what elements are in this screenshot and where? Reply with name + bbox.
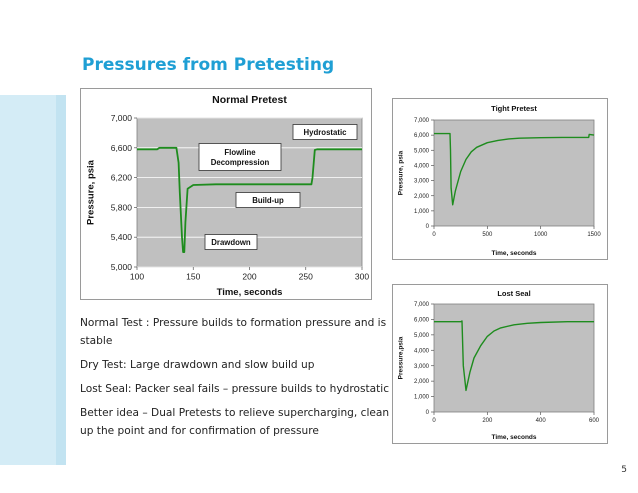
normal-annotation-box — [198, 143, 282, 171]
tight-x-tick-label: 1000 — [534, 232, 548, 238]
chart-tight-pretest: 0 1,000 2,000 3,000 4,000 5,000 6,000 7,000 0 500… — [392, 98, 608, 260]
page-number: 5 — [621, 465, 627, 475]
normal-x-tick-label: 200 — [242, 272, 256, 282]
normal-x-tick-label: 100 — [130, 272, 144, 282]
normal-chart-svg: 5,000 5,400 5,800 6,200 6,600 7,000 100 150 200 2… — [80, 88, 372, 300]
tight-x-tick-label: 500 — [482, 232, 493, 238]
normal-annotation-box — [292, 124, 358, 140]
tight-x-axis-label: Time, seconds — [491, 250, 536, 257]
lost-seal-plot-area — [433, 303, 595, 413]
tight-y-tick-label: 1,000 — [414, 209, 430, 215]
tight-y-tick-label: 6,000 — [414, 133, 430, 139]
normal-annotation-box — [235, 192, 301, 208]
lost-seal-y-tick-label: 7,000 — [414, 302, 430, 308]
tight-y-tick-label: 0 — [426, 224, 430, 230]
tight-y-tick-label: 4,000 — [414, 164, 430, 170]
lost-seal-x-tick-label: 400 — [536, 418, 547, 424]
lost-seal-y-tick-label: 6,000 — [414, 318, 430, 324]
lost-seal-y-tick-label: 1,000 — [414, 395, 430, 401]
tight-chart-title: Tight Pretest — [491, 104, 537, 113]
normal-annotation-label: Drawdown — [211, 238, 251, 247]
chart-lost-seal: 0 1,000 2,000 3,000 4,000 5,000 6,000 7,000 0 200… — [392, 284, 608, 444]
normal-annotation-label: Build-up — [252, 196, 284, 205]
normal-y-tick-label: 5,400 — [111, 232, 133, 242]
tight-chart-svg: 0 1,000 2,000 3,000 4,000 5,000 6,000 7,000 0 500… — [392, 98, 608, 260]
lost-seal-y-tick-label: 5,000 — [414, 333, 430, 339]
tight-x-tick-label: 0 — [432, 232, 436, 238]
normal-chart-title: Normal Pretest — [212, 94, 287, 106]
lost-seal-y-tick-label: 2,000 — [414, 379, 430, 385]
bullet-better-idea: Better idea – Dual Pretests to relieve s… — [80, 407, 390, 437]
normal-y-tick-label: 5,800 — [111, 202, 133, 212]
tight-y-tick-label: 2,000 — [414, 194, 430, 200]
normal-annotation-label: Hydrostatic — [304, 128, 348, 137]
tight-x-tick-label: 1500 — [587, 232, 601, 238]
slide-title: Pressures from Pretesting — [82, 55, 335, 75]
tight-y-tick-label: 3,000 — [414, 179, 430, 185]
tight-y-tick-label: 7,000 — [414, 118, 430, 124]
tight-plot-area — [433, 119, 595, 227]
normal-y-tick-label: 6,200 — [111, 173, 133, 183]
normal-y-tick-label: 7,000 — [111, 113, 133, 123]
normal-x-tick-label: 300 — [355, 272, 369, 282]
lost-seal-y-axis-label: Pressure,psia — [398, 336, 405, 379]
lost-seal-x-axis-label: Time, seconds — [491, 434, 536, 441]
lost-seal-x-tick-label: 600 — [589, 418, 600, 424]
lost-seal-x-tick-label: 200 — [482, 418, 493, 424]
normal-y-axis-label: Pressure, psia — [86, 159, 97, 225]
lost-seal-y-tick-label: 0 — [426, 410, 430, 416]
lost-seal-chart-svg: 0 1,000 2,000 3,000 4,000 5,000 6,000 7,000 0 200… — [392, 284, 608, 444]
bullet-normal-test: Normal Test : Pressure builds to formati… — [80, 317, 387, 347]
tight-y-tick-label: 5,000 — [414, 148, 430, 154]
normal-annotation-box — [204, 234, 258, 250]
bullet-dry-test: Dry Test: Large drawdown and slow build … — [80, 359, 315, 371]
tight-series-line — [434, 132, 595, 206]
left-decorative-bar — [0, 95, 65, 465]
tight-y-axis-label: Pressure, psia — [398, 150, 405, 195]
normal-annotation-label: Flowline Decompression — [211, 148, 270, 167]
normal-x-tick-label: 150 — [186, 272, 200, 282]
left-decorative-stripe — [56, 95, 66, 465]
lost-seal-y-tick-label: 4,000 — [414, 348, 430, 354]
bullet-lost-seal: Lost Seal: Packer seal fails – pressure … — [80, 383, 390, 395]
lost-seal-series-line — [434, 320, 594, 392]
normal-series-line — [137, 146, 362, 254]
normal-x-tick-label: 250 — [299, 272, 313, 282]
normal-y-tick-label: 5,000 — [111, 262, 133, 272]
bullet-list: Normal Test : Pressure builds to formati… — [80, 314, 390, 446]
lost-seal-chart-title: Lost Seal — [497, 289, 530, 298]
chart-normal-pretest: 5,000 5,400 5,800 6,200 6,600 7,000 100 150 200 2… — [80, 88, 372, 300]
normal-y-tick-label: 6,600 — [111, 143, 133, 153]
lost-seal-y-tick-label: 3,000 — [414, 364, 430, 370]
lost-seal-x-tick-label: 0 — [432, 418, 436, 424]
normal-x-axis-label: Time, seconds — [217, 287, 283, 298]
